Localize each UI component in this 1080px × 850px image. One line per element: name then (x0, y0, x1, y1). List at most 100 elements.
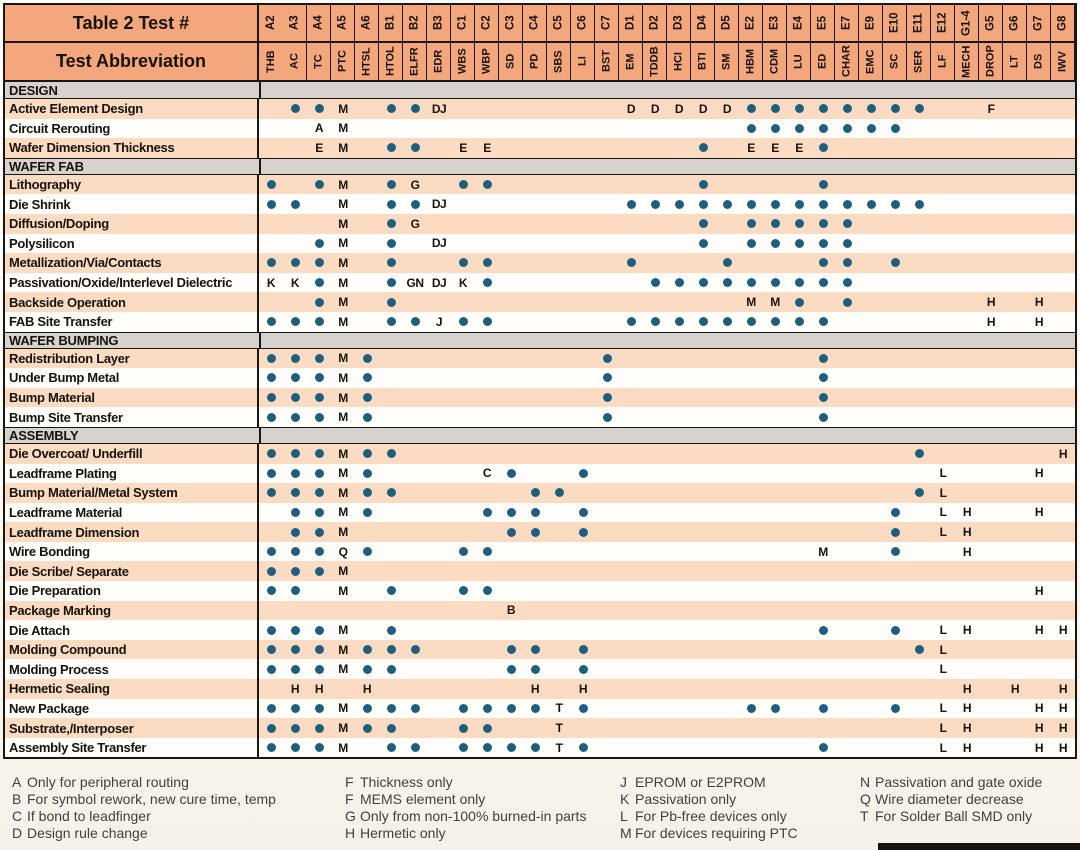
dot-mark (362, 488, 372, 498)
matrix-cell-e4 (787, 601, 811, 621)
matrix-cell-e5 (811, 407, 835, 427)
matrix-cell-a5: M (331, 407, 355, 427)
legend-footnotes: A Only for peripheral routing B For symbol … (0, 772, 1080, 846)
dot-mark (290, 317, 300, 327)
dot-mark (314, 449, 324, 459)
matrix-cell-c7 (595, 273, 619, 293)
matrix-cell-g1-4 (955, 601, 979, 621)
test-abbr-cell-hbm: HBM (739, 43, 763, 80)
matrix-cell-e10 (883, 679, 907, 699)
matrix-cell-d5 (715, 522, 739, 542)
matrix-cell-a4 (307, 292, 331, 312)
matrix-cell-a4 (307, 542, 331, 562)
test-abbreviation-columns: THB AC TC PTC HTSL HTOL ELFR EDR WBS WBP SD PD SBS LI… (259, 43, 1075, 80)
matrix-cell-e10 (883, 522, 907, 542)
matrix-cell-c3 (499, 119, 523, 139)
letter-mark: D (626, 101, 636, 116)
test-abbr-cell-lu: LU (787, 43, 811, 80)
matrix-cell-e10 (883, 659, 907, 679)
matrix-cell-b1 (379, 253, 403, 273)
matrix-cell-b2 (403, 699, 427, 719)
matrix-cell-b3: DJ (427, 99, 451, 119)
matrix-cell-c5 (547, 292, 571, 312)
test-number-header-row: Table 2 Test # A2 A3 A4 A5 A6 B1 B2 B3 C1 C2 C3 C4 C… (5, 5, 1075, 41)
matrix-cell-c3 (499, 253, 523, 273)
matrix-cell-c3 (499, 368, 523, 388)
matrix-cell-d1 (619, 253, 643, 273)
matrix-cell-b3 (427, 175, 451, 195)
matrix-cell-c6 (571, 659, 595, 679)
matrix-cell-d2 (643, 273, 667, 293)
dot-mark (698, 219, 708, 229)
dot-mark (698, 180, 708, 190)
dot-mark (410, 743, 420, 753)
dot-mark (362, 645, 372, 655)
matrix-cell-e5 (811, 483, 835, 503)
dot-mark (290, 566, 300, 576)
matrix-cell-c4 (523, 292, 547, 312)
matrix-cell-c5 (547, 581, 571, 601)
matrix-cell-g8: H (1051, 444, 1075, 464)
dot-mark (290, 373, 300, 383)
matrix-cell-e12 (931, 679, 955, 699)
footnote-item: A Only for peripheral routing (12, 774, 276, 791)
matrix-cell-d4 (691, 561, 715, 581)
matrix-cell-e2 (739, 194, 763, 214)
letter-mark: E (483, 140, 491, 155)
matrix-cell-a2 (259, 388, 283, 408)
matrix-cell-e9 (859, 119, 883, 139)
table-row-molding-compound: Molding Compound M L (5, 639, 1075, 660)
dot-mark (314, 297, 324, 307)
dot-mark (386, 743, 396, 753)
dot-mark (746, 703, 756, 713)
matrix-cell-c1 (451, 659, 475, 679)
matrix-cell-c4 (523, 581, 547, 601)
matrix-cell-c1 (451, 503, 475, 523)
matrix-cell-e5 (811, 349, 835, 369)
matrix-cell-b1 (379, 99, 403, 119)
matrix-cell-g1-4 (955, 407, 979, 427)
matrix-cell-e2 (739, 175, 763, 195)
matrix-cell-c7 (595, 464, 619, 484)
matrix-cell-d3 (667, 292, 691, 312)
dot-mark (890, 703, 900, 713)
matrix-cell-e3 (763, 738, 787, 758)
table-title: Table 2 Test # (5, 5, 259, 41)
matrix-cell-g5: H (979, 292, 1003, 312)
dot-mark (386, 219, 396, 229)
matrix-cell-e5 (811, 99, 835, 119)
matrix-cell-e2 (739, 99, 763, 119)
matrix-cell-e12: L (931, 718, 955, 738)
letter-mark: D (698, 101, 708, 116)
matrix-cell-a2 (259, 581, 283, 601)
matrix-cell-e7 (835, 138, 859, 158)
dot-mark (314, 703, 324, 713)
matrix-cell-a5: Q (331, 542, 355, 562)
matrix-cell-e7 (835, 368, 859, 388)
matrix-cell-d1 (619, 368, 643, 388)
matrix-cell-g5 (979, 718, 1003, 738)
matrix-cell-g1-4 (955, 349, 979, 369)
matrix-cell-e2 (739, 253, 763, 273)
matrix-cell-e3 (763, 444, 787, 464)
matrix-cell-e12 (931, 214, 955, 234)
matrix-cell-a4 (307, 368, 331, 388)
matrix-cell-d1 (619, 581, 643, 601)
matrix-cell-e9 (859, 99, 883, 119)
matrix-cell-c7 (595, 699, 619, 719)
matrix-cell-c2 (475, 483, 499, 503)
matrix-cell-e5 (811, 679, 835, 699)
matrix-cell-e3 (763, 253, 787, 273)
matrix-cell-b3 (427, 659, 451, 679)
matrix-cell-b2 (403, 99, 427, 119)
matrix-cell-d4: D (691, 99, 715, 119)
matrix-cell-b2 (403, 659, 427, 679)
dot-mark (794, 278, 804, 288)
matrix-cell-d2 (643, 738, 667, 758)
dot-mark (506, 703, 516, 713)
table-row-package-marking: Package Marking B (5, 600, 1075, 621)
